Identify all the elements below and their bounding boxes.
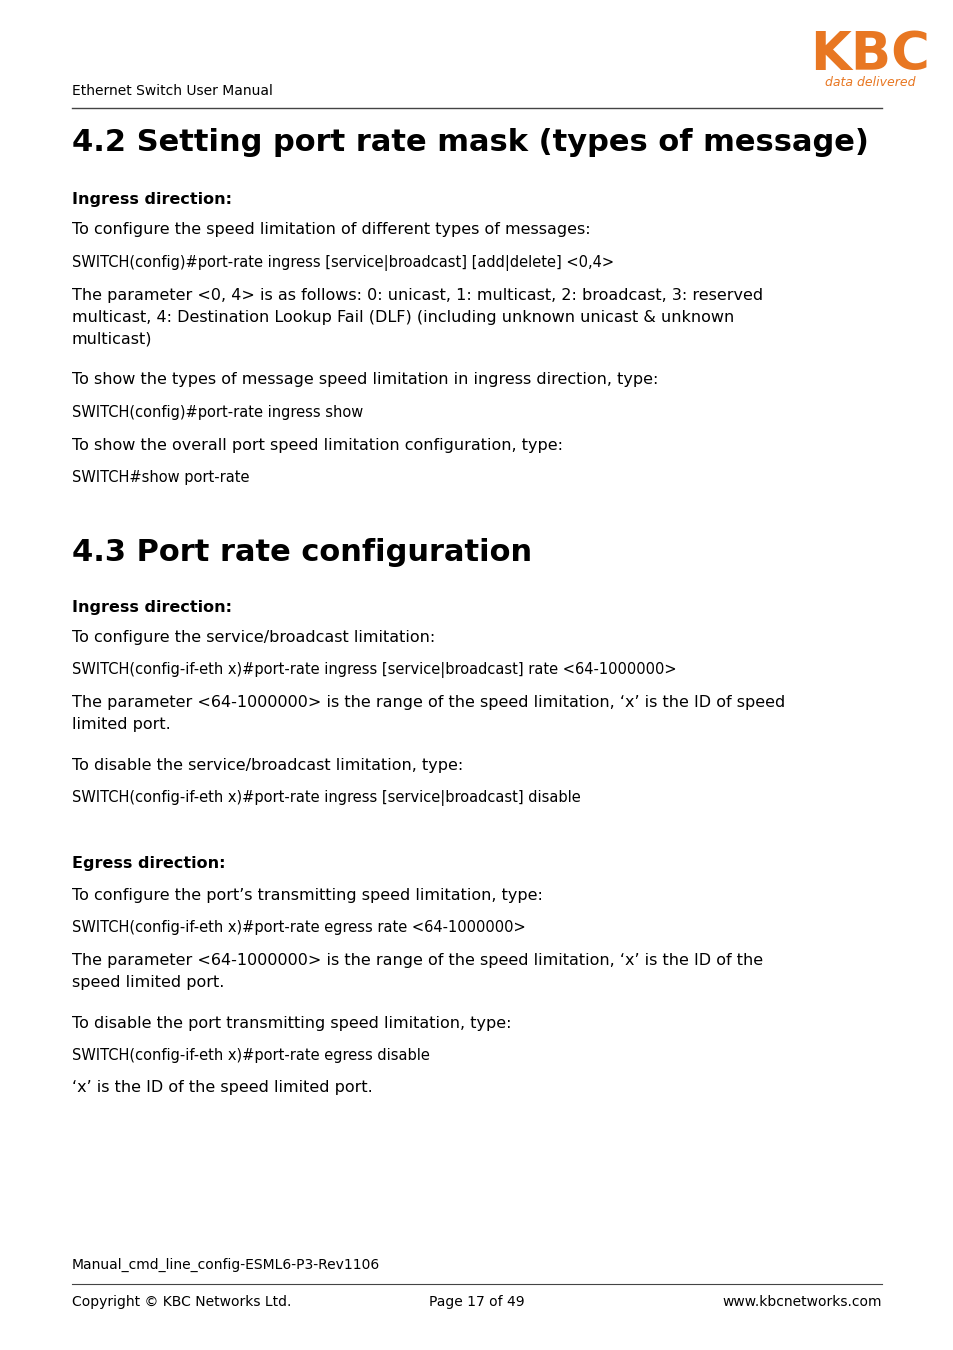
Text: The parameter <64-1000000> is the range of the speed limitation, ‘x’ is the ID o: The parameter <64-1000000> is the range … xyxy=(71,695,784,710)
Text: Copyright © KBC Networks Ltd.: Copyright © KBC Networks Ltd. xyxy=(71,1295,291,1309)
Text: To configure the port’s transmitting speed limitation, type:: To configure the port’s transmitting spe… xyxy=(71,888,542,903)
Text: Ingress direction:: Ingress direction: xyxy=(71,599,232,616)
Text: SWITCH(config-if-eth x)#port-rate egress rate <64-1000000>: SWITCH(config-if-eth x)#port-rate egress… xyxy=(71,919,525,936)
Text: To disable the service/broadcast limitation, type:: To disable the service/broadcast limitat… xyxy=(71,757,463,774)
Text: Manual_cmd_line_config-ESML6-P3-Rev1106: Manual_cmd_line_config-ESML6-P3-Rev1106 xyxy=(71,1258,380,1272)
Text: speed limited port.: speed limited port. xyxy=(71,975,224,990)
Text: SWITCH(config-if-eth x)#port-rate egress disable: SWITCH(config-if-eth x)#port-rate egress… xyxy=(71,1048,430,1062)
Text: Ethernet Switch User Manual: Ethernet Switch User Manual xyxy=(71,84,273,99)
Text: To show the types of message speed limitation in ingress direction, type:: To show the types of message speed limit… xyxy=(71,373,658,387)
Text: SWITCH(config-if-eth x)#port-rate ingress [service|broadcast] disable: SWITCH(config-if-eth x)#port-rate ingres… xyxy=(71,790,580,806)
Text: To show the overall port speed limitation configuration, type:: To show the overall port speed limitatio… xyxy=(71,437,562,454)
Text: limited port.: limited port. xyxy=(71,717,171,732)
Text: Egress direction:: Egress direction: xyxy=(71,856,225,871)
Text: multicast): multicast) xyxy=(71,332,152,347)
Text: To configure the speed limitation of different types of messages:: To configure the speed limitation of dif… xyxy=(71,221,590,238)
Text: SWITCH(config)#port-rate ingress [service|broadcast] [add|delete] <0,4>: SWITCH(config)#port-rate ingress [servic… xyxy=(71,255,614,271)
Text: www.kbcnetworks.com: www.kbcnetworks.com xyxy=(721,1295,882,1309)
Text: The parameter <0, 4> is as follows: 0: unicast, 1: multicast, 2: broadcast, 3: r: The parameter <0, 4> is as follows: 0: u… xyxy=(71,288,762,302)
Text: multicast, 4: Destination Lookup Fail (DLF) (including unknown unicast & unknown: multicast, 4: Destination Lookup Fail (D… xyxy=(71,310,734,325)
Text: Page 17 of 49: Page 17 of 49 xyxy=(429,1295,524,1309)
Text: SWITCH(config-if-eth x)#port-rate ingress [service|broadcast] rate <64-1000000>: SWITCH(config-if-eth x)#port-rate ingres… xyxy=(71,662,676,678)
Text: To disable the port transmitting speed limitation, type:: To disable the port transmitting speed l… xyxy=(71,1017,511,1031)
Text: ‘x’ is the ID of the speed limited port.: ‘x’ is the ID of the speed limited port. xyxy=(71,1080,373,1095)
Text: SWITCH(config)#port-rate ingress show: SWITCH(config)#port-rate ingress show xyxy=(71,405,363,420)
Text: data delivered: data delivered xyxy=(824,76,914,89)
Text: The parameter <64-1000000> is the range of the speed limitation, ‘x’ is the ID o: The parameter <64-1000000> is the range … xyxy=(71,953,762,968)
Text: Ingress direction:: Ingress direction: xyxy=(71,192,232,207)
Text: To configure the service/broadcast limitation:: To configure the service/broadcast limit… xyxy=(71,630,435,645)
Text: SWITCH#show port-rate: SWITCH#show port-rate xyxy=(71,470,250,485)
Text: 4.3 Port rate configuration: 4.3 Port rate configuration xyxy=(71,539,532,567)
Text: 4.2 Setting port rate mask (types of message): 4.2 Setting port rate mask (types of mes… xyxy=(71,128,868,157)
Text: KBC: KBC xyxy=(809,28,929,81)
